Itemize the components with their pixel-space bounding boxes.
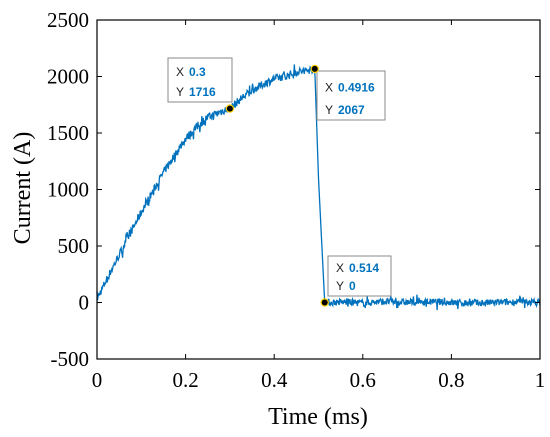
series-line	[96, 64, 541, 311]
x-tick-label: 0	[92, 368, 103, 392]
x-tick-label: 0.4	[261, 368, 288, 392]
datatip-x-key: X	[176, 65, 184, 79]
x-tick-label: 0.8	[438, 368, 464, 392]
datatip: X 0.514 Y 0	[320, 255, 392, 307]
x-axis-title: Time (ms)	[268, 404, 368, 430]
x-tick-label: 0.6	[350, 368, 376, 392]
datatip-y-key: Y	[176, 85, 184, 99]
y-tick-label: 1500	[47, 121, 89, 145]
plot-area	[96, 64, 541, 311]
y-tick-label: -500	[51, 347, 90, 371]
y-tick-label: 2000	[47, 65, 89, 89]
datatip-x-key: X	[325, 81, 333, 95]
datatip-box	[167, 57, 233, 103]
datatip-y-value: 0	[349, 279, 356, 293]
datatip-box	[327, 255, 392, 297]
datatip-x-key: X	[336, 261, 344, 275]
datatip-marker	[320, 298, 329, 307]
x-tick-label: 0.2	[172, 368, 198, 392]
datatip-marker	[310, 64, 319, 74]
y-tick-label: 1000	[47, 178, 89, 202]
datatip-x-value: 0.4916	[338, 81, 375, 95]
datatip: X 0.4916 Y 2067	[310, 64, 386, 121]
y-tick-label: 500	[58, 234, 90, 258]
datatip-box	[316, 70, 386, 121]
datatip-y-value: 2067	[338, 103, 365, 117]
datatip-y-key: Y	[336, 279, 344, 293]
datatip-y-key: Y	[325, 103, 333, 117]
x-tick-label: 1	[535, 368, 546, 392]
datatip-marker	[225, 104, 235, 113]
datatip-x-value: 0.514	[349, 261, 379, 275]
datatip-x-value: 0.3	[189, 65, 206, 79]
y-axis-title: Current (A)	[10, 132, 36, 245]
datatip-y-value: 1716	[189, 85, 216, 99]
y-tick-label: 2500	[47, 8, 89, 32]
y-tick-label: 0	[79, 291, 90, 315]
datatip: X 0.3 Y 1716	[167, 57, 235, 113]
